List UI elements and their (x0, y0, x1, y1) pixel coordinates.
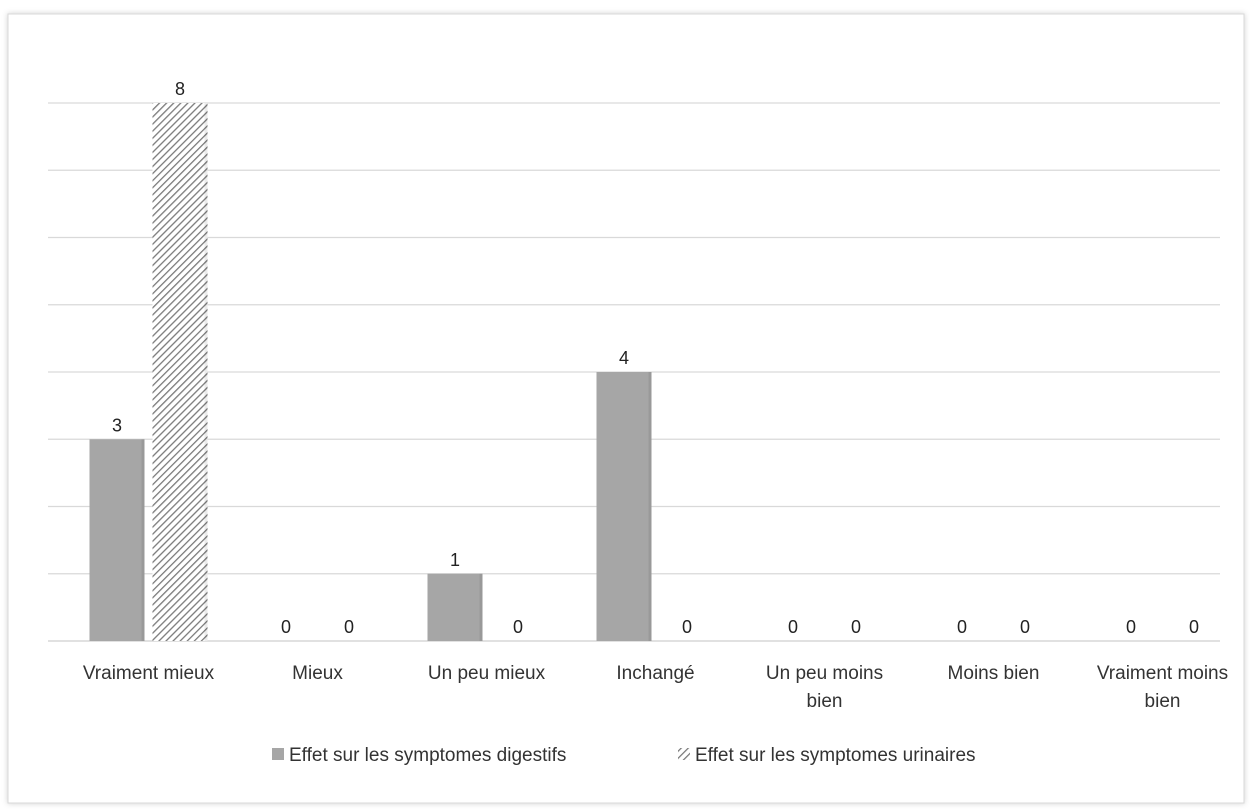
x-tick-label: Un peu mieux (428, 663, 546, 684)
data-label: 0 (957, 617, 967, 637)
data-label: 8 (175, 79, 185, 99)
data-label: 3 (112, 415, 122, 435)
x-tick-label: Inchangé (616, 663, 694, 684)
x-tick-label: Vraiment mieux (83, 663, 215, 684)
data-label: 0 (682, 617, 692, 637)
bar-digestifs-0 (89, 439, 145, 641)
x-tick-label: Mieux (292, 663, 343, 684)
legend-label-digestifs: Effet sur les symptomes digestifs (289, 745, 566, 766)
legend: Effet sur les symptomes digestifs Effet s… (272, 745, 976, 766)
data-label: 1 (450, 550, 460, 570)
bar-urinaires-0 (152, 103, 208, 641)
bar-edge-shade (141, 439, 145, 641)
data-label: 0 (1020, 617, 1030, 637)
bar-edge-shade (204, 103, 208, 641)
bar-edge-shade (648, 372, 652, 641)
x-tick-label: Vraiment moins bien (1097, 663, 1228, 712)
data-labels: 3 8 0 0 1 0 4 0 0 0 0 0 0 0 (112, 79, 1199, 637)
data-label: 0 (513, 617, 523, 637)
x-tick-label: Un peu moins bien (766, 663, 883, 712)
bar-edge-shade (479, 573, 483, 641)
legend-swatch-digestifs (272, 748, 284, 760)
gridlines (48, 102, 1220, 642)
bar-digestifs-3 (596, 372, 652, 641)
data-label: 0 (851, 617, 861, 637)
x-tick-label: Moins bien (948, 663, 1040, 684)
data-label: 4 (619, 348, 629, 368)
data-label: 0 (1189, 617, 1199, 637)
legend-label-urinaires: Effet sur les symptomes urinaires (695, 745, 976, 766)
data-label: 0 (788, 617, 798, 637)
bars (89, 103, 652, 641)
bar-digestifs-2 (427, 573, 483, 641)
x-axis-tick-labels: Vraiment mieux Mieux Un peu mieux Inchangé U… (83, 663, 1228, 712)
data-label: 0 (1126, 617, 1136, 637)
legend-swatch-urinaires (678, 748, 690, 760)
data-label: 0 (344, 617, 354, 637)
data-label: 0 (281, 617, 291, 637)
